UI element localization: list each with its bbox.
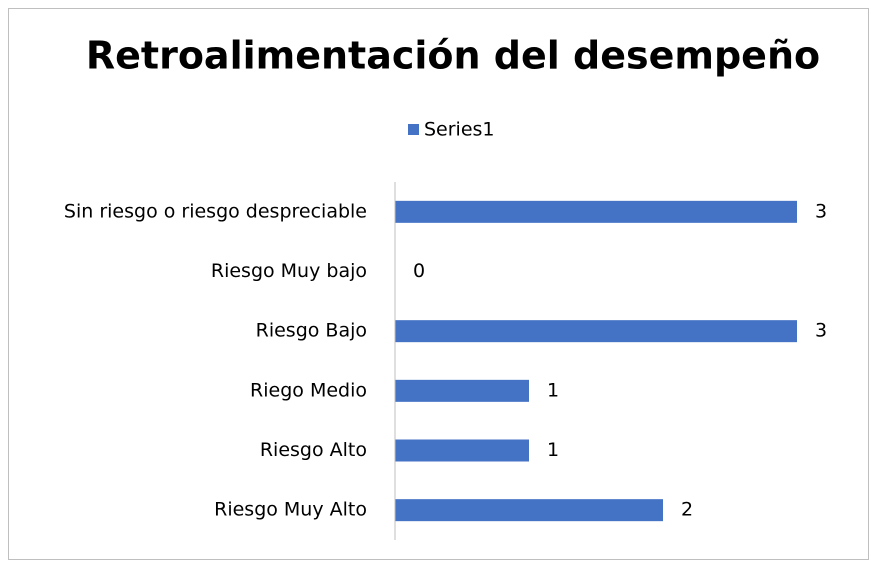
y-tick-label: Sin riesgo o riesgo despreciable	[64, 200, 367, 222]
legend-label: Series1	[424, 119, 495, 141]
data-label: 1	[547, 379, 559, 401]
y-tick-label: Riego Medio	[250, 379, 367, 401]
data-label: 0	[413, 260, 425, 282]
bar	[395, 320, 797, 343]
chart-title: Retroalimentación del desempeño	[86, 34, 820, 78]
y-tick-label: Riesgo Muy bajo	[211, 260, 367, 282]
chart-frame	[8, 8, 869, 560]
data-label: 3	[815, 200, 827, 222]
y-tick-label: Riesgo Bajo	[256, 320, 367, 342]
y-tick-label: Riesgo Muy Alto	[214, 499, 367, 521]
bar	[395, 200, 797, 223]
data-label: 3	[815, 320, 827, 342]
bar	[395, 379, 529, 402]
data-label: 2	[681, 499, 693, 521]
legend-swatch	[408, 124, 419, 135]
bar	[395, 499, 663, 522]
bar	[395, 439, 529, 462]
y-tick-label: Riesgo Alto	[260, 439, 367, 461]
data-label: 1	[547, 439, 559, 461]
